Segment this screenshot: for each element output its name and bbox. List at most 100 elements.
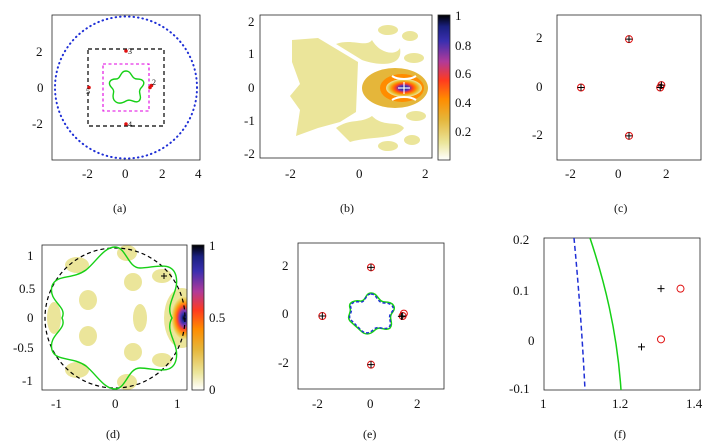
panel-f: 0.2 0.1 0 -0.1 1 1.2 1.4 (f): [509, 232, 703, 441]
panel-d-heat-region: [65, 257, 89, 273]
panel-a-point-label: 4: [128, 120, 132, 129]
panel-a-xtick: 4: [195, 166, 202, 181]
true-source-marker: [399, 309, 408, 318]
panel-b: 1 0.8 0.6 0.4 0.2 2 1 0 -1 -2 -2 0 2 (b): [244, 8, 472, 215]
panel-e-xtick: -2: [312, 396, 323, 411]
panel-b-ytick: 2: [248, 14, 255, 29]
panel-b-heat-region: [406, 111, 426, 121]
panel-a-xtick: 0: [122, 166, 129, 181]
reconstructed-source-marker: [367, 361, 375, 369]
panel-f-xtick: 1: [540, 396, 547, 411]
panel-a-outer-square: [87, 48, 165, 127]
panel-d-xtick: -1: [51, 396, 62, 411]
panel-b-heat-region: [404, 135, 420, 145]
reconstructed-source-marker: [318, 312, 326, 320]
panel-f-ytick: 0.1: [513, 283, 529, 298]
panel-d-heat-region: [79, 326, 97, 346]
panel-a-source-point: [124, 122, 128, 126]
panel-a-obstacle-curve: [108, 70, 145, 104]
reconstructed-source-marker: [397, 312, 405, 320]
panel-a: 3 4 5 2 2 0 -2 -2 0 2 4 (a): [32, 14, 202, 215]
panel-b-ytick: -2: [244, 146, 255, 161]
panel-e-reconstruction-curve: [348, 293, 394, 334]
panel-d-heat-region: [124, 273, 142, 291]
panel-b-cbar-tick: 0.4: [455, 95, 472, 110]
panel-d-heat-region: [47, 302, 61, 334]
panel-a-source-point: [149, 83, 154, 88]
panel-d-obstacle-curve: [50, 246, 178, 390]
panel-e-markers: [318, 263, 408, 369]
panel-f-xtick: 1.2: [612, 396, 628, 411]
panel-b-heat-region: [378, 25, 398, 35]
panel-e: 2 0 -2 -2 0 2 (e): [278, 242, 445, 441]
panel-b-heat-region: [336, 116, 404, 142]
reconstructed-source-marker: [367, 263, 375, 271]
reconstructed-source-marker: [625, 35, 633, 43]
panel-c-xtick: -2: [565, 166, 576, 181]
panel-e-ytick: 2: [282, 258, 289, 273]
panel-a-xtick: -2: [82, 166, 93, 181]
reconstructed-source-marker: [638, 343, 645, 351]
panel-b-ytick: -1: [244, 113, 255, 128]
panel-d-xtick: 0: [112, 396, 119, 411]
panel-a-frame: [51, 14, 201, 161]
panel-e-xtick: 0: [367, 396, 374, 411]
panel-a-measurement-circle: [54, 15, 198, 160]
panel-d-cbar-tick: 0.5: [209, 310, 225, 325]
panel-c-frame: [556, 14, 702, 161]
panel-a-source-point: [87, 85, 91, 90]
panel-b-heat-region: [404, 53, 424, 63]
panel-a-source-point: [124, 49, 128, 53]
panel-f-ytick: 0: [528, 333, 535, 348]
panel-a-point-label: 3: [128, 47, 132, 56]
panel-c-label: (c): [614, 201, 627, 215]
panel-d-frame: [41, 244, 188, 391]
panel-d-ytick: -1: [22, 373, 33, 388]
panel-c-ytick: 2: [536, 30, 543, 45]
panel-c: 2 0 -2 -2 0 2 (c): [532, 14, 702, 215]
panel-c-markers: [577, 35, 666, 140]
panel-f-xtick: 1.4: [686, 396, 703, 411]
panel-b-heat-region: [378, 141, 398, 151]
panel-f-reconstruction-curve: [573, 237, 586, 391]
panel-d-label: (d): [106, 427, 120, 441]
panel-e-ytick: 0: [282, 306, 289, 321]
panel-a-ytick: 2: [36, 44, 43, 59]
panel-d-heat-region: [124, 343, 142, 361]
true-source-marker: [657, 335, 665, 344]
panel-c-xtick: 2: [663, 166, 670, 181]
panel-d-xtick: 1: [174, 396, 181, 411]
panel-b-band: [391, 96, 417, 101]
reconstructed-source-marker: [625, 132, 633, 140]
panel-d-ytick: 1: [27, 248, 34, 263]
panel-b-frame: [259, 14, 433, 159]
panel-a-ytick: 0: [37, 80, 44, 95]
panel-b-xtick: 2: [422, 166, 429, 181]
panel-b-cbar-tick: 1: [455, 8, 462, 23]
panel-b-heat-region: [290, 38, 358, 136]
panel-d-peak: [171, 296, 187, 340]
panel-e-ytick: -2: [278, 355, 289, 370]
panel-f-frame: [543, 237, 701, 391]
panel-f-label: (f): [614, 427, 626, 441]
panel-d-colorbar: [191, 244, 205, 391]
panel-e-xtick: 2: [414, 396, 421, 411]
reconstructed-source-marker: [657, 81, 665, 89]
panel-d: 1 0.5 0 1 0.5 0 -0.5 -1 -1 0 1 (d): [13, 238, 225, 441]
panel-e-label: (e): [363, 427, 376, 441]
panel-b-label: (b): [340, 201, 354, 215]
panel-f-obstacle-curve: [589, 237, 622, 391]
panel-d-heat-region: [133, 304, 147, 332]
panel-a-point-label: 2: [152, 78, 156, 87]
panel-d-heat-region: [65, 362, 89, 378]
panel-b-heat-region: [402, 31, 418, 41]
panel-a-xtick: 2: [159, 166, 166, 181]
panel-d-ytick: 0.5: [19, 281, 35, 296]
panel-b-xtick: 0: [356, 166, 363, 181]
panel-d-heat-region: [79, 290, 97, 310]
reconstructed-source-marker: [577, 84, 585, 91]
panel-a-point-label: 5: [86, 87, 90, 96]
panel-c-ytick: -2: [532, 127, 543, 142]
panel-f-markers: [638, 284, 685, 351]
